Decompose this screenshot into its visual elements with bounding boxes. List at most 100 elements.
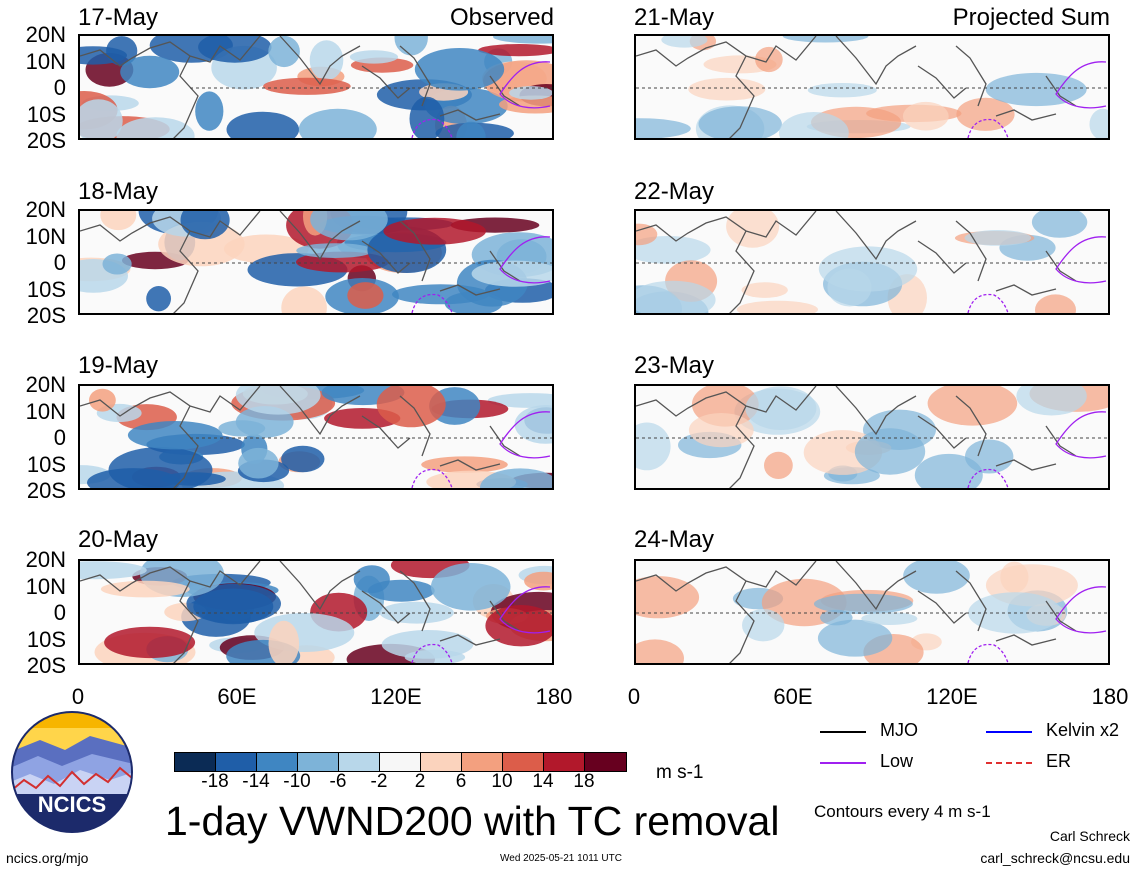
lat-label: 10N bbox=[25, 573, 66, 599]
panel-date: 19-May bbox=[78, 352, 159, 379]
low-contour-dashed bbox=[967, 468, 1009, 488]
lat-label: 20N bbox=[25, 547, 66, 572]
colorbar-swatch bbox=[298, 753, 339, 771]
wind-anomaly-field bbox=[80, 36, 552, 138]
colorbar-swatch bbox=[585, 753, 626, 771]
colorbar-label: -18 bbox=[201, 771, 229, 792]
lon-label: 180 bbox=[535, 684, 573, 709]
low-contour-dashed bbox=[967, 118, 1009, 138]
low-contour-dashed bbox=[411, 293, 453, 313]
projected-label: Projected Sum bbox=[952, 4, 1110, 31]
colorbar-swatch bbox=[503, 753, 544, 771]
low-contour bbox=[1055, 411, 1107, 459]
lon-label: 180 bbox=[1091, 684, 1129, 709]
colorbar-label: 2 bbox=[414, 771, 426, 792]
low-contour bbox=[1055, 236, 1107, 284]
lat-label: 10S bbox=[26, 101, 66, 127]
colorbar-swatch bbox=[380, 753, 421, 771]
lat-label: 20N bbox=[25, 22, 66, 47]
colorbar bbox=[174, 752, 627, 772]
low-contour bbox=[1055, 61, 1107, 109]
colorbar-label: -10 bbox=[283, 771, 311, 792]
colorbar-swatch bbox=[216, 753, 257, 771]
legend-mjo-label: MJO bbox=[880, 720, 918, 740]
logo-text: NCICS bbox=[38, 792, 106, 817]
map-panel bbox=[634, 209, 1110, 315]
low-contour bbox=[499, 61, 551, 109]
low-contour-dashed bbox=[967, 293, 1009, 313]
lat-label: 0 bbox=[53, 250, 66, 275]
map-panel bbox=[634, 559, 1110, 665]
colorbar-label: 10 bbox=[491, 771, 513, 792]
wind-anomaly-field bbox=[636, 36, 1108, 138]
email: carl_schreck@ncsu.edu bbox=[980, 850, 1130, 866]
panel-date: 18-May bbox=[78, 178, 159, 205]
low-contour-dashed bbox=[411, 118, 453, 138]
low-contour bbox=[499, 236, 551, 284]
map-panel bbox=[634, 34, 1110, 140]
lat-label: 0 bbox=[53, 600, 66, 625]
lat-label: 10N bbox=[25, 48, 66, 74]
legend-kelvin-label: Kelvin x2 bbox=[1046, 720, 1120, 740]
lon-label: 0 bbox=[71, 684, 85, 709]
map-panel bbox=[78, 209, 554, 315]
lat-label: 10N bbox=[25, 398, 66, 424]
lon-label: 0 bbox=[627, 684, 641, 709]
wind-anomaly-field bbox=[80, 211, 552, 313]
contour-note: Contours every 4 m s-1 bbox=[814, 802, 991, 821]
legend-kelvin-line bbox=[986, 731, 1032, 733]
wind-anomaly-field bbox=[80, 386, 552, 488]
lat-label: 20N bbox=[25, 197, 66, 222]
colorbar-label: -14 bbox=[242, 771, 270, 792]
figure-title: 1-day VWND200 with TC removal bbox=[165, 798, 780, 844]
low-contour bbox=[1055, 586, 1107, 634]
wind-anomaly-field bbox=[636, 386, 1108, 488]
legend-mjo-line bbox=[820, 731, 866, 733]
low-contour bbox=[499, 586, 551, 634]
wind-anomaly-field bbox=[80, 561, 552, 663]
panel-date: 17-May bbox=[78, 4, 159, 31]
low-contour-dashed bbox=[967, 643, 1009, 663]
lon-label: 60E bbox=[773, 684, 813, 709]
lon-label: 120E bbox=[926, 684, 978, 709]
colorbar-label: 6 bbox=[455, 771, 467, 792]
wind-anomaly-field bbox=[636, 211, 1108, 313]
low-contour-dashed bbox=[411, 643, 453, 663]
legend-low-label: Low bbox=[880, 751, 914, 771]
lat-label: 10S bbox=[26, 276, 66, 302]
map-panel bbox=[78, 34, 554, 140]
lat-label: 10S bbox=[26, 451, 66, 477]
colorbar-label: -6 bbox=[329, 771, 347, 792]
colorbar-swatch bbox=[257, 753, 298, 771]
lat-label: 20N bbox=[25, 372, 66, 397]
legend-er-label: ER bbox=[1046, 751, 1072, 771]
lat-label: 20S bbox=[26, 478, 66, 503]
lat-label: 0 bbox=[53, 425, 66, 450]
website-link[interactable]: ncics.org/mjo bbox=[6, 850, 89, 866]
lat-label: 0 bbox=[53, 75, 66, 100]
map-panel bbox=[78, 384, 554, 490]
timestamp: Wed 2025-05-21 1011 UTC bbox=[500, 853, 622, 864]
observed-label: Observed bbox=[449, 4, 554, 31]
colorbar-label: -2 bbox=[370, 771, 388, 792]
colorbar-swatch bbox=[544, 753, 585, 771]
colorbar-label: 14 bbox=[532, 771, 554, 792]
colorbar-units: m s-1 bbox=[656, 762, 704, 783]
colorbar-label: 18 bbox=[573, 771, 595, 792]
lon-label: 120E bbox=[370, 684, 422, 709]
panel-date: 24-May bbox=[634, 526, 715, 553]
colorbar-swatch bbox=[339, 753, 380, 771]
author: Carl Schreck bbox=[1049, 828, 1130, 844]
low-contour bbox=[499, 411, 551, 459]
lat-label: 20S bbox=[26, 128, 66, 153]
panel-date: 20-May bbox=[78, 526, 159, 553]
panel-date: 23-May bbox=[634, 352, 715, 379]
panel-date: 21-May bbox=[634, 4, 715, 31]
legend-er-line bbox=[986, 762, 1032, 764]
colorbar-swatch bbox=[175, 753, 216, 771]
lat-label: 20S bbox=[26, 303, 66, 328]
lat-label: 10N bbox=[25, 223, 66, 249]
panel-date: 22-May bbox=[634, 178, 715, 205]
ncics-logo: NCICS bbox=[11, 711, 133, 833]
map-panel bbox=[78, 559, 554, 665]
